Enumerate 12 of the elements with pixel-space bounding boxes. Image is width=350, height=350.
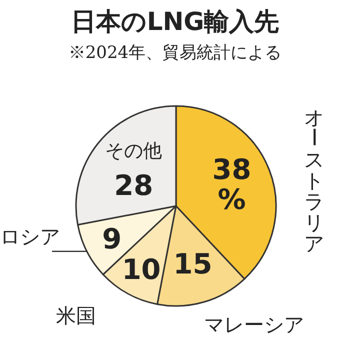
data-label: 15	[173, 248, 212, 281]
data-label: 28	[114, 168, 154, 202]
chart-subtitle: ※2024年、貿易統計による	[68, 43, 282, 63]
slice-label: マレーシア	[204, 312, 304, 337]
slice-label: ロシア	[0, 224, 60, 248]
slice-label: オーストラリア	[302, 105, 326, 256]
slice-label: その他	[105, 140, 162, 162]
data-label: 38 %	[212, 152, 252, 216]
data-label: 9	[102, 222, 122, 256]
slice-label: 米国	[56, 304, 96, 328]
data-label: 10	[122, 253, 161, 286]
chart-title: 日本のLNG輸入先	[70, 7, 280, 36]
